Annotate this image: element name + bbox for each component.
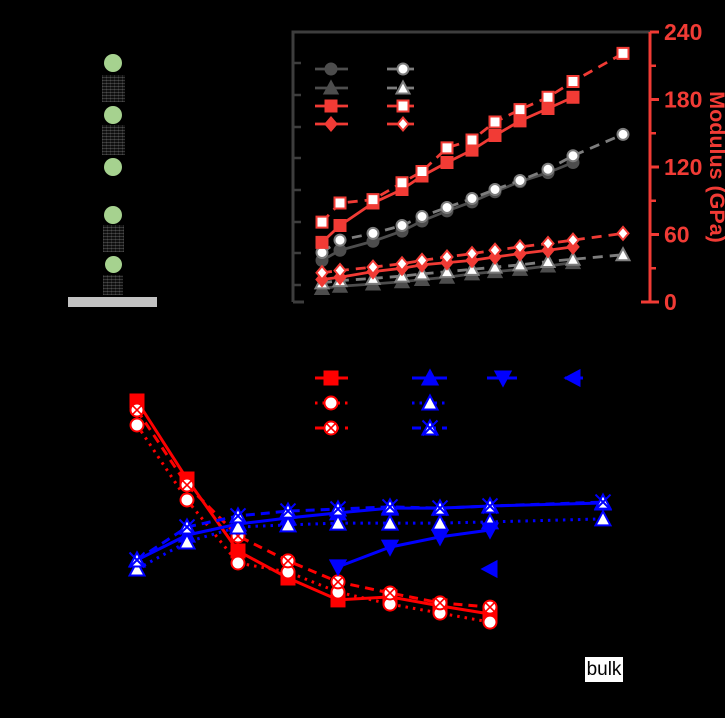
- nanoparticle-sphere: [104, 54, 122, 72]
- substrate-bar: [68, 297, 157, 307]
- nanoparticle-sphere: [104, 158, 122, 176]
- top-chart-legend: [315, 62, 420, 133]
- right-axis-tick-label: 0: [664, 289, 677, 315]
- series-red-filled-square-solid: [315, 90, 580, 249]
- right-axis-tick-label: 60: [664, 222, 690, 248]
- series-blue-filled-down-triangle-solid: [328, 522, 500, 577]
- lamellar-block: [102, 125, 125, 155]
- series-blue-crossed-triangle-dashed: [127, 492, 613, 569]
- lamellar-block: [103, 275, 123, 295]
- series-red-open-square-dashed: [315, 46, 630, 229]
- lamellar-block: [102, 75, 125, 102]
- modulus-vs-x-chart: 0 60 120 180 240 Modulus (GPa): [291, 19, 725, 315]
- nanoparticle-sphere: [104, 206, 122, 224]
- right-axis-tick-label: 180: [664, 87, 702, 113]
- lamellar-block: [103, 225, 124, 252]
- series-red-open-diamond-dashed: [315, 225, 630, 281]
- right-axis-tick-label: 240: [664, 19, 702, 45]
- series-red-crossed-circle-dashed: [129, 402, 498, 615]
- layered-pillar-schematic: [0, 0, 240, 330]
- series-gray-open-circle-dashed: [315, 127, 630, 259]
- right-axis-title: Modulus (GPa): [705, 91, 725, 243]
- top-chart-axes: [291, 30, 659, 304]
- property-vs-x-chart: [127, 368, 613, 630]
- nanoparticle-sphere: [105, 256, 122, 273]
- right-axis-tick-label: 120: [664, 154, 702, 180]
- bottom-chart-legend: [315, 368, 583, 437]
- nanoparticle-sphere: [104, 106, 122, 124]
- bulk-annotation: bulk: [585, 657, 623, 682]
- series-blue-open-triangle-dotted: [127, 509, 613, 577]
- series-red-open-circle-dotted: [129, 417, 498, 630]
- series-blue-filled-left-triangle: [480, 559, 498, 579]
